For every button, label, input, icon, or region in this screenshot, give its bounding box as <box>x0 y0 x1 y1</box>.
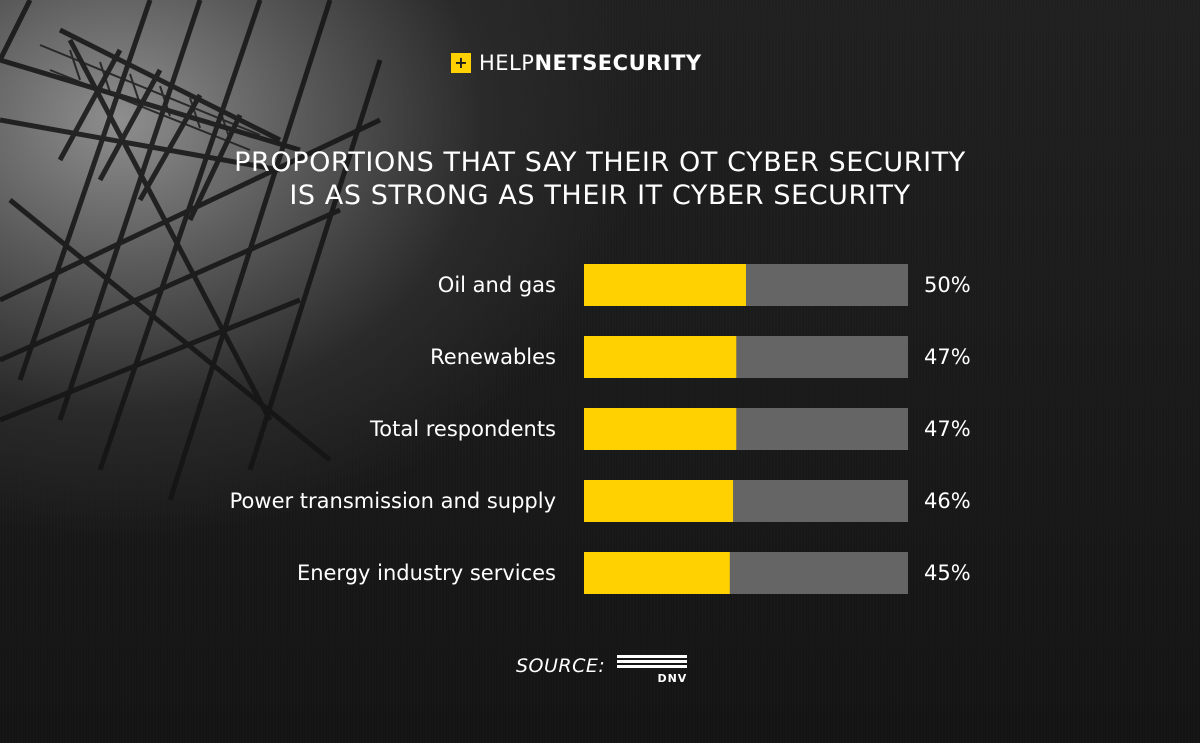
category-label: Energy industry services <box>297 561 556 585</box>
brand-word-security: SECURITY <box>582 51 702 75</box>
chart-title-line-1: PROPORTIONS THAT SAY THEIR OT CYBER SECU… <box>234 147 966 178</box>
value-label: 46% <box>924 489 971 513</box>
source-label: SOURCE: <box>516 655 606 677</box>
brand-word-help: HELP <box>479 51 535 75</box>
category-label: Power transmission and supply <box>230 489 556 513</box>
category-label: Oil and gas <box>438 273 556 297</box>
value-label: 47% <box>924 417 971 441</box>
bar-row: Oil and gas 50% <box>438 264 971 306</box>
category-label: Renewables <box>430 345 556 369</box>
value-label: 47% <box>924 345 971 369</box>
bar-fill <box>584 336 737 378</box>
bar-fill <box>584 264 746 306</box>
bar-fill <box>584 552 730 594</box>
chart-title: PROPORTIONS THAT SAY THEIR OT CYBER SECU… <box>100 146 1100 212</box>
transmission-tower-image <box>0 0 383 500</box>
dnv-logo-stripes <box>617 655 688 668</box>
bar-row: Total respondents 47% <box>369 408 971 450</box>
chart-title-line-2: IS AS STRONG AS THEIR IT CYBER SECURITY <box>289 180 911 211</box>
brand-logo: + HELPNETSECURITY <box>451 51 702 75</box>
category-label: Total respondents <box>369 417 556 441</box>
value-label: 50% <box>924 273 971 297</box>
plus-icon: + <box>451 53 471 73</box>
dnv-logo-text: DNV <box>657 672 688 685</box>
value-label: 45% <box>924 561 971 585</box>
brand-wordmark: HELPNETSECURITY <box>479 51 702 75</box>
source-credit: SOURCE: DNV <box>516 654 688 690</box>
bar-fill <box>584 408 737 450</box>
bar-row: Power transmission and supply 46% <box>230 480 971 522</box>
bar-row: Energy industry services 45% <box>297 552 971 594</box>
brand-word-net: NET <box>534 51 583 75</box>
bar-row: Renewables 47% <box>430 336 971 378</box>
bar-fill <box>584 480 734 522</box>
dnv-logo: DNV <box>617 654 688 686</box>
